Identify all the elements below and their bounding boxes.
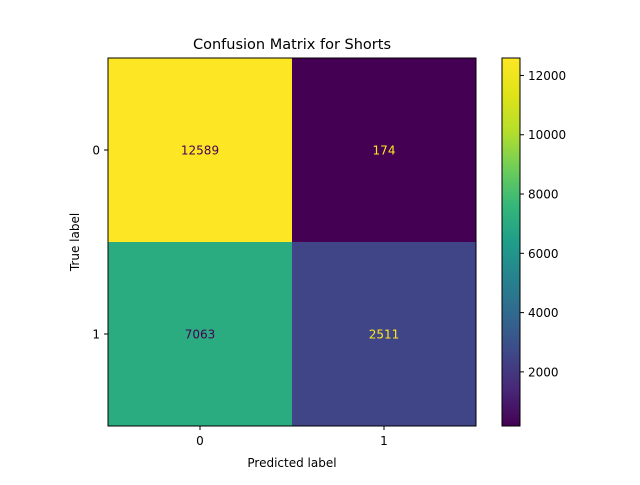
heatmap-cell-1-1 xyxy=(292,242,476,426)
y-axis-label: True label xyxy=(68,213,82,272)
colorbar-tick-label-4: 10000 xyxy=(528,128,566,142)
cell-value-label-1-1: 2511 xyxy=(369,328,400,342)
colorbar-tick-label-1: 4000 xyxy=(528,306,559,320)
heatmap-cell-0-0 xyxy=(108,58,292,242)
cell-value-label-0-0: 12589 xyxy=(181,144,219,158)
cell-value-labels: 12589 174 7063 2511 xyxy=(181,144,399,342)
colorbar-tick-label-5: 12000 xyxy=(528,69,566,83)
heatmap-cell-1-0 xyxy=(108,242,292,426)
cell-value-label-0-1: 174 xyxy=(373,144,396,158)
colorbar xyxy=(501,57,521,427)
x-tick-label-1: 1 xyxy=(380,434,388,448)
cell-value-label-1-0: 7063 xyxy=(185,328,216,342)
heatmap-cell-0-1 xyxy=(292,58,476,242)
colorbar-tick-label-0: 2000 xyxy=(528,365,559,379)
x-tick-label-0: 0 xyxy=(196,434,204,448)
plot-frame xyxy=(107,57,477,427)
y-tick-label-1: 1 xyxy=(92,328,100,342)
colorbar-ticks: 2000 4000 6000 8000 10000 12000 xyxy=(520,69,566,379)
x-axis-label: Predicted label xyxy=(247,456,336,470)
colorbar-tick-label-3: 8000 xyxy=(528,188,559,202)
colorbar-tick-label-2: 6000 xyxy=(528,247,559,261)
heatmap-cells xyxy=(108,58,476,426)
y-tick-label-0: 0 xyxy=(92,144,100,158)
y-axis-ticks: 01 xyxy=(92,144,108,342)
chart-title: Confusion Matrix for Shorts xyxy=(193,37,391,53)
